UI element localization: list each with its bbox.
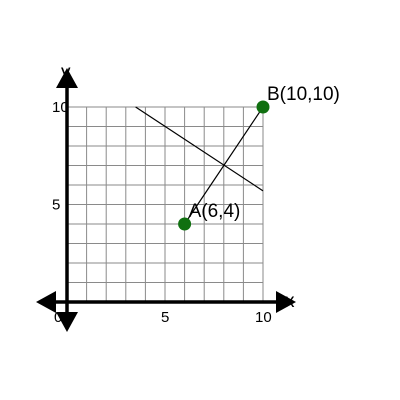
point-b — [256, 100, 270, 114]
x-tick-label: 0 — [54, 309, 62, 326]
y-axis-up-arrow-icon — [56, 68, 78, 88]
x-axis-left-arrow-icon — [36, 291, 56, 313]
x-axis-label: x — [285, 291, 295, 312]
y-tick-label: 10 — [52, 99, 69, 116]
axes — [36, 68, 296, 332]
point-a-label: A(6,4) — [189, 201, 241, 222]
tick-labels: 0 5 10 5 10 — [52, 99, 272, 326]
x-tick-label: 10 — [255, 309, 272, 326]
points: A(6,4) B(10,10) — [178, 84, 340, 231]
y-tick-label: 5 — [52, 197, 60, 214]
y-axis-label: y — [61, 62, 71, 83]
point-b-label: B(10,10) — [267, 84, 340, 105]
point-a — [178, 217, 192, 231]
x-tick-label: 5 — [161, 309, 169, 326]
x-axis-right-arrow-icon — [276, 291, 296, 313]
line-segment — [135, 106, 264, 192]
y-axis-down-arrow-icon — [56, 312, 78, 332]
line-segments — [135, 106, 264, 225]
